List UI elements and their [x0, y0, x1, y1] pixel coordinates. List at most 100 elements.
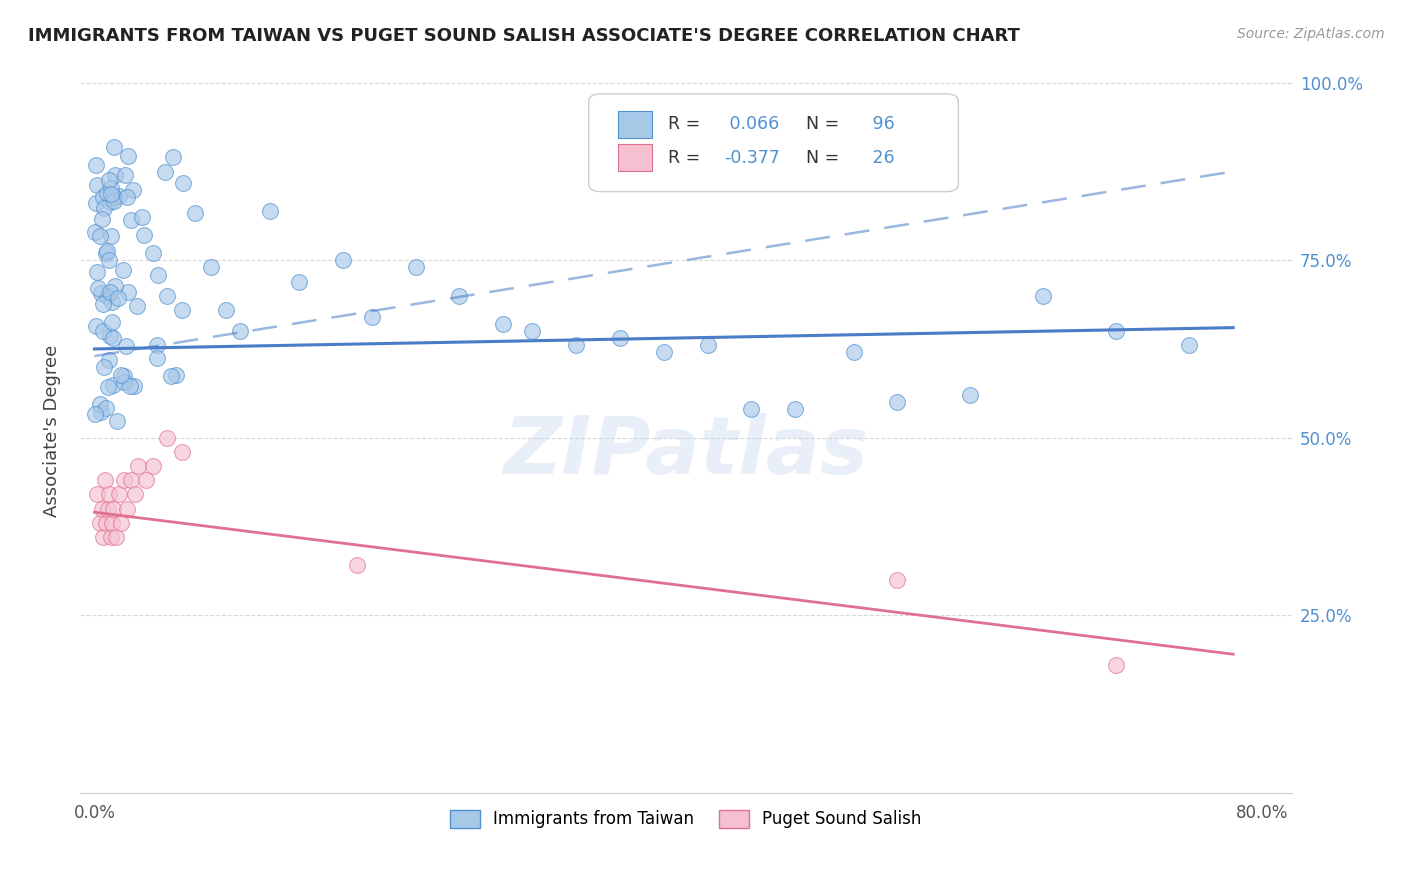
Point: [91, 297, 114, 311]
Text: N =: N =: [794, 149, 845, 167]
Point: [108, 487, 131, 501]
Point: [100, 295, 122, 310]
Point: [156, 289, 179, 303]
Point: [100, 530, 122, 544]
Point: [112, 369, 135, 384]
Point: [98, 487, 121, 501]
Point: [101, 331, 124, 345]
Point: [492, 317, 515, 331]
Point: [652, 345, 675, 359]
Point: [842, 345, 865, 359]
Point: [360, 310, 382, 324]
Point: [91, 530, 114, 544]
Point: [107, 189, 129, 203]
Point: [86, 178, 108, 192]
Point: [200, 260, 222, 275]
Point: [97, 501, 120, 516]
Point: [84, 196, 107, 211]
Point: [122, 183, 145, 197]
Point: [96, 186, 118, 200]
Point: [146, 338, 169, 352]
Point: [104, 278, 127, 293]
Point: [110, 516, 132, 530]
Point: [162, 150, 184, 164]
Point: [609, 331, 631, 345]
Point: [522, 324, 544, 338]
Point: [97, 352, 120, 367]
Text: N =: N =: [794, 115, 845, 133]
Point: [93, 473, 115, 487]
Point: [114, 338, 136, 352]
Point: [124, 487, 146, 501]
Point: [83, 407, 105, 421]
Point: [101, 516, 124, 530]
Point: [165, 368, 187, 383]
Point: [103, 501, 125, 516]
Point: [131, 210, 153, 224]
Point: [86, 487, 108, 501]
Point: [98, 253, 121, 268]
Point: [405, 260, 427, 275]
Point: [142, 246, 165, 260]
Point: [120, 212, 142, 227]
Point: [565, 338, 588, 352]
Point: [215, 302, 238, 317]
Text: -0.377: -0.377: [724, 149, 780, 167]
Point: [89, 516, 111, 530]
Point: [696, 338, 718, 352]
Point: [93, 360, 115, 375]
Point: [97, 173, 120, 187]
Point: [90, 285, 112, 300]
Point: [90, 405, 112, 419]
Text: 0.066: 0.066: [724, 115, 780, 133]
Text: ZIPatlas: ZIPatlas: [503, 413, 869, 491]
Point: [93, 201, 115, 215]
Point: [112, 375, 135, 389]
Point: [120, 473, 142, 487]
Point: [111, 262, 134, 277]
Point: [886, 573, 908, 587]
Text: IMMIGRANTS FROM TAIWAN VS PUGET SOUND SALISH ASSOCIATE'S DEGREE CORRELATION CHAR: IMMIGRANTS FROM TAIWAN VS PUGET SOUND SA…: [28, 27, 1019, 45]
Point: [84, 158, 107, 172]
Point: [115, 501, 138, 516]
Point: [229, 324, 252, 338]
Point: [103, 194, 125, 209]
Point: [332, 253, 354, 268]
Point: [98, 328, 121, 343]
Point: [156, 431, 179, 445]
Point: [118, 379, 141, 393]
Point: [96, 246, 118, 260]
Point: [170, 302, 193, 317]
Point: [115, 190, 138, 204]
Point: [89, 397, 111, 411]
Point: [90, 501, 112, 516]
Point: [107, 291, 129, 305]
Point: [288, 275, 311, 289]
Point: [98, 195, 121, 210]
Point: [104, 168, 127, 182]
Point: [449, 289, 471, 303]
Point: [96, 244, 118, 258]
Point: [112, 473, 135, 487]
Point: [1178, 338, 1201, 352]
Point: [170, 445, 193, 459]
Point: [98, 285, 121, 299]
Point: [103, 139, 125, 153]
Text: R =: R =: [668, 115, 706, 133]
Point: [259, 203, 281, 218]
Point: [159, 368, 181, 383]
Point: [105, 414, 128, 428]
Point: [93, 190, 115, 204]
Point: [86, 318, 108, 333]
Point: [105, 530, 128, 544]
Point: [127, 299, 149, 313]
Point: [145, 351, 167, 365]
Point: [87, 281, 110, 295]
Text: R =: R =: [668, 149, 706, 167]
Point: [103, 190, 125, 204]
Text: 96: 96: [868, 115, 896, 133]
Point: [100, 187, 122, 202]
Point: [184, 206, 207, 220]
Point: [959, 388, 981, 402]
Point: [86, 265, 108, 279]
